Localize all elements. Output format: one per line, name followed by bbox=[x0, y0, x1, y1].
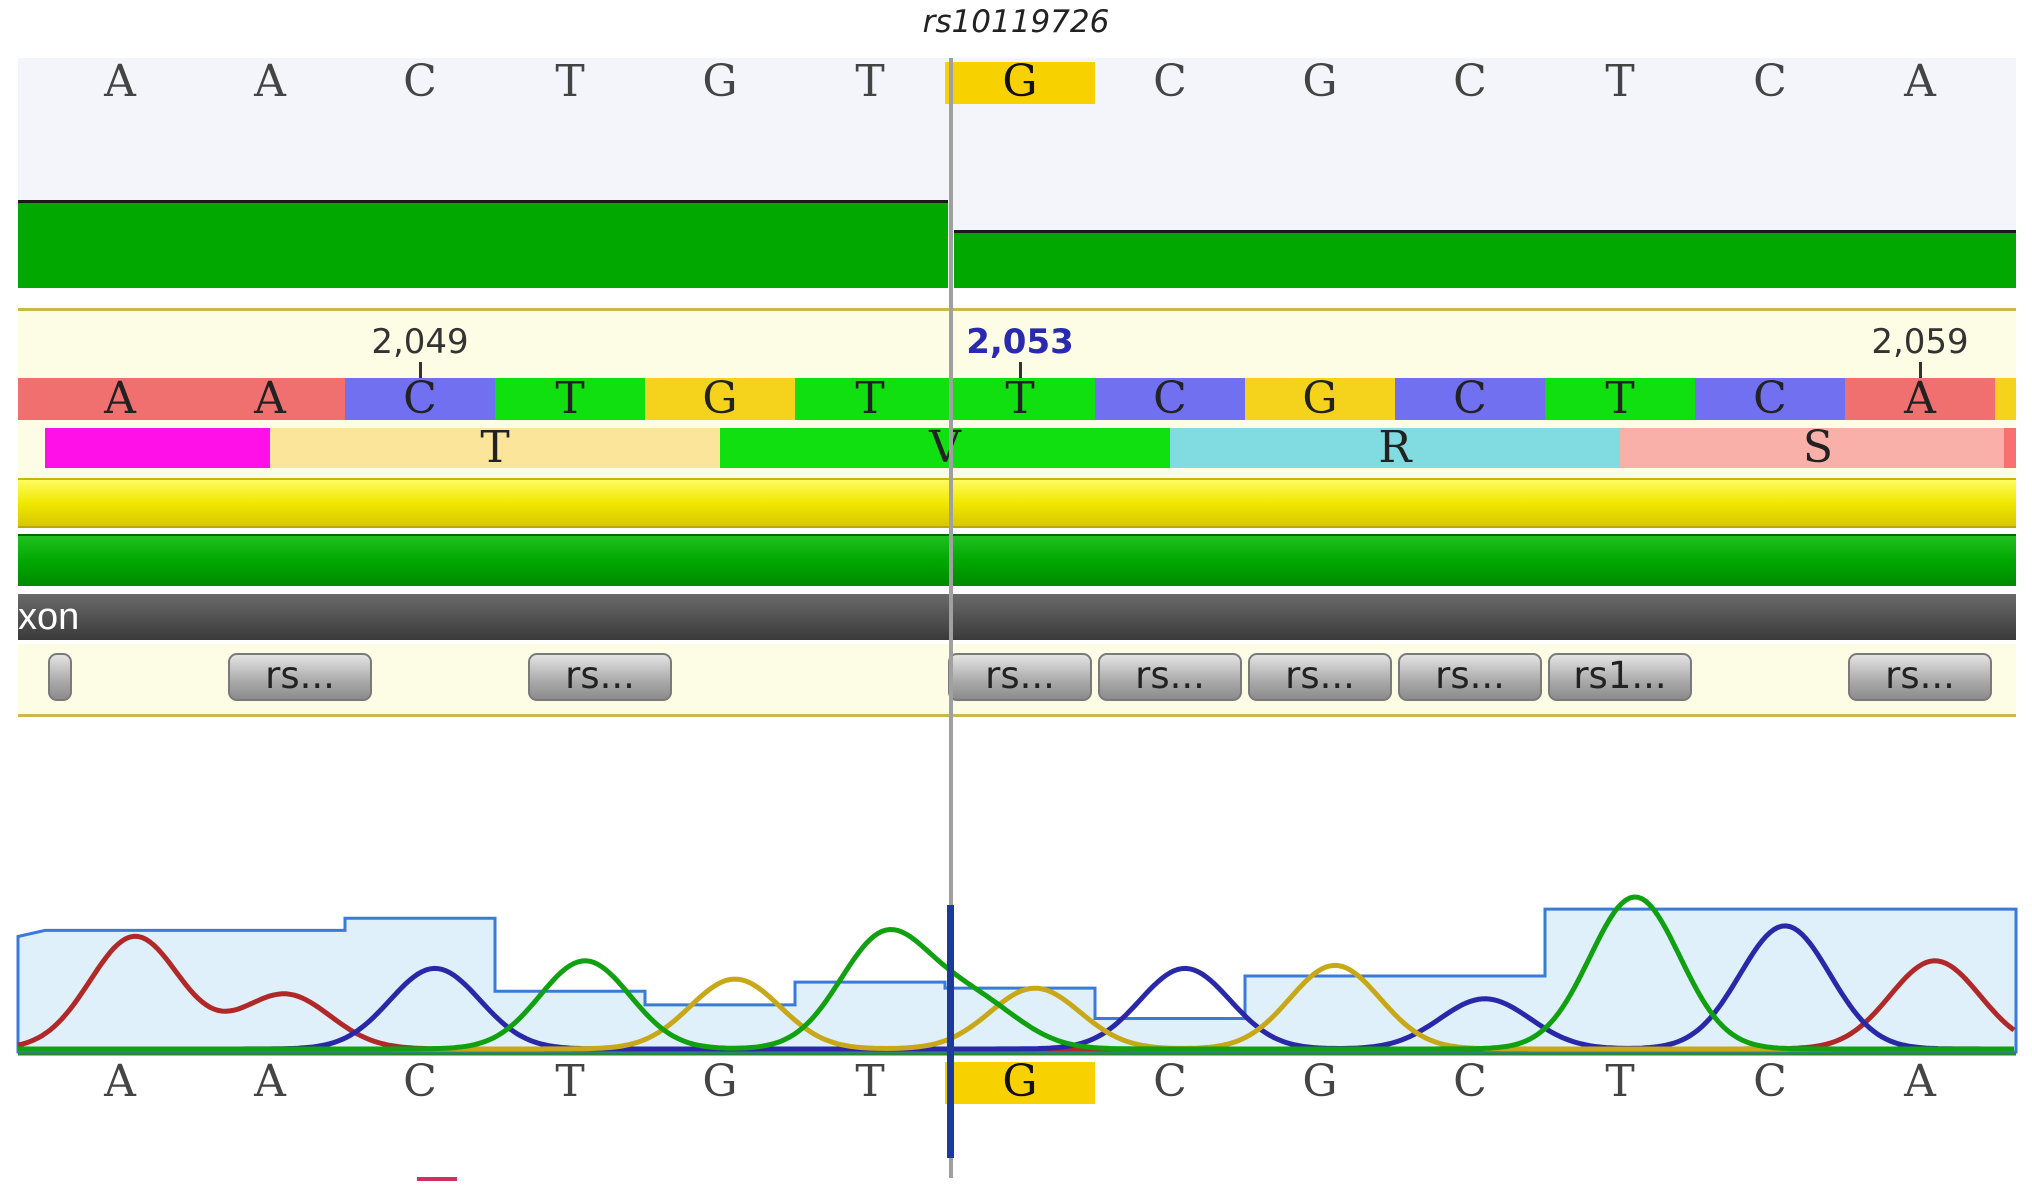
amino-acid-segment: V bbox=[720, 426, 1170, 470]
coverage-bar-right bbox=[954, 230, 2016, 288]
top-base: T bbox=[1605, 56, 1635, 107]
bottom-base: C bbox=[1153, 1056, 1187, 1107]
transcript-track bbox=[18, 534, 2016, 586]
reference-base: C bbox=[1695, 377, 1845, 421]
top-base: A bbox=[104, 56, 136, 107]
snp-title: rs10119726 bbox=[922, 4, 1110, 40]
bottom-base: T bbox=[555, 1056, 585, 1107]
top-base: G bbox=[702, 56, 738, 107]
top-base: T bbox=[855, 56, 885, 107]
bottom-base: C bbox=[1453, 1056, 1487, 1107]
coverage-bar-left bbox=[18, 200, 948, 288]
reference-base-edge bbox=[18, 378, 45, 420]
reference-base: C bbox=[1395, 377, 1545, 421]
reference-base: T bbox=[795, 377, 945, 421]
bottom-variant-highlight bbox=[945, 1062, 1095, 1104]
bottom-base: A bbox=[1904, 1056, 1936, 1107]
gene-track bbox=[18, 478, 2016, 528]
trace-C bbox=[18, 923, 2014, 1052]
coordinate-tick bbox=[1019, 362, 1022, 380]
bottom-base: A bbox=[104, 1056, 136, 1107]
snp-button[interactable]: rs... bbox=[1848, 653, 1992, 701]
reference-base-edge bbox=[1995, 378, 2016, 420]
amino-acid-edge bbox=[2004, 428, 2016, 468]
small-marker bbox=[417, 1177, 457, 1181]
bottom-base: G bbox=[1002, 1056, 1038, 1107]
top-base: C bbox=[1453, 56, 1487, 107]
coordinate-tick bbox=[419, 362, 422, 380]
reference-base: G bbox=[1245, 377, 1395, 421]
bottom-base: C bbox=[403, 1056, 437, 1107]
snp-button[interactable]: rs... bbox=[1398, 653, 1542, 701]
quality-profile bbox=[16, 907, 2018, 1054]
snp-button[interactable]: rs... bbox=[528, 653, 672, 701]
position-cursor-line[interactable] bbox=[949, 58, 953, 1178]
top-base: G bbox=[1302, 56, 1338, 107]
snp-button[interactable]: rs... bbox=[1098, 653, 1242, 701]
coordinate-label: 2,053 bbox=[966, 322, 1074, 362]
snp-button[interactable]: rs... bbox=[948, 653, 1092, 701]
snp-button[interactable]: rs1... bbox=[1548, 653, 1692, 701]
amino-acid-segment: T bbox=[270, 426, 720, 470]
top-base: C bbox=[1753, 56, 1787, 107]
reference-base: T bbox=[1545, 377, 1695, 421]
bottom-base: G bbox=[1302, 1056, 1338, 1107]
amino-acid-segment bbox=[45, 428, 270, 468]
top-base: C bbox=[1153, 56, 1187, 107]
trace-T bbox=[18, 894, 2014, 1052]
reference-base: T bbox=[495, 377, 645, 421]
coordinate-label: 2,059 bbox=[1871, 322, 1969, 362]
top-base: G bbox=[1002, 56, 1038, 107]
snp-button[interactable]: rs... bbox=[1248, 653, 1392, 701]
reference-base: C bbox=[345, 377, 495, 421]
reference-base: A bbox=[195, 377, 345, 421]
bottom-base: T bbox=[855, 1056, 885, 1107]
top-base: C bbox=[403, 56, 437, 107]
amino-acid-segment: S bbox=[1620, 426, 2016, 470]
snp-button[interactable] bbox=[48, 653, 72, 701]
snp-button[interactable]: rs... bbox=[228, 653, 372, 701]
top-base: A bbox=[1904, 56, 1936, 107]
trace-cursor-line bbox=[947, 905, 954, 1158]
exon-track bbox=[18, 594, 2016, 640]
reference-base: G bbox=[645, 377, 795, 421]
coordinate-label: 2,049 bbox=[371, 322, 469, 362]
top-base: T bbox=[555, 56, 585, 107]
bottom-base: T bbox=[1605, 1056, 1635, 1107]
top-base: A bbox=[254, 56, 286, 107]
exon-label: xon bbox=[18, 596, 80, 638]
bottom-base: G bbox=[702, 1056, 738, 1107]
bottom-base: C bbox=[1753, 1056, 1787, 1107]
reference-base: A bbox=[45, 377, 195, 421]
reference-base: C bbox=[1095, 377, 1245, 421]
amino-acid-segment: R bbox=[1170, 426, 1620, 470]
reference-base: T bbox=[945, 377, 1095, 421]
coordinate-tick bbox=[1919, 362, 1922, 380]
bottom-base: A bbox=[254, 1056, 286, 1107]
variant-highlight bbox=[945, 62, 1095, 104]
chromatogram bbox=[16, 894, 2018, 1056]
reference-base: A bbox=[1845, 377, 1995, 421]
